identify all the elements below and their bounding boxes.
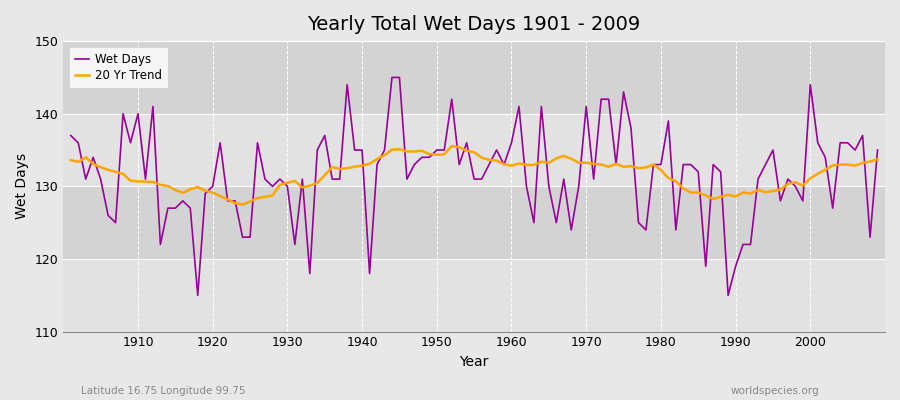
Wet Days [872, 148, 883, 152]
X-axis label: Year: Year [460, 355, 489, 369]
Legend: Wet Days, 20 Yr Trend: Wet Days, 20 Yr Trend [69, 47, 168, 88]
20 Yr Trend [521, 162, 532, 167]
Wet Days [297, 177, 308, 182]
20 Yr Trend [342, 166, 353, 170]
Title: Yearly Total Wet Days 1901 - 2009: Yearly Total Wet Days 1901 - 2009 [308, 15, 641, 34]
Wet Days [66, 133, 77, 138]
Bar [63, 41, 885, 114]
Wet Days [521, 184, 532, 189]
Y-axis label: Wet Days: Wet Days [15, 153, 29, 220]
Line: 20 Yr Trend: 20 Yr Trend [71, 146, 878, 204]
Wet Days [387, 75, 398, 80]
20 Yr Trend [514, 161, 525, 166]
20 Yr Trend [66, 158, 77, 163]
20 Yr Trend [446, 144, 457, 148]
Wet Days [611, 162, 622, 167]
20 Yr Trend [238, 202, 248, 207]
20 Yr Trend [872, 157, 883, 162]
Bar [63, 114, 885, 186]
Text: Latitude 16.75 Longitude 99.75: Latitude 16.75 Longitude 99.75 [81, 386, 246, 396]
Line: Wet Days: Wet Days [71, 78, 878, 295]
Bar [63, 259, 885, 332]
20 Yr Trend [125, 178, 136, 183]
Text: worldspecies.org: worldspecies.org [731, 386, 819, 396]
Bar [63, 186, 885, 259]
20 Yr Trend [611, 162, 622, 166]
Wet Days [514, 104, 525, 109]
20 Yr Trend [297, 185, 308, 190]
Wet Days [193, 293, 203, 298]
Wet Days [342, 82, 353, 87]
Wet Days [125, 140, 136, 145]
